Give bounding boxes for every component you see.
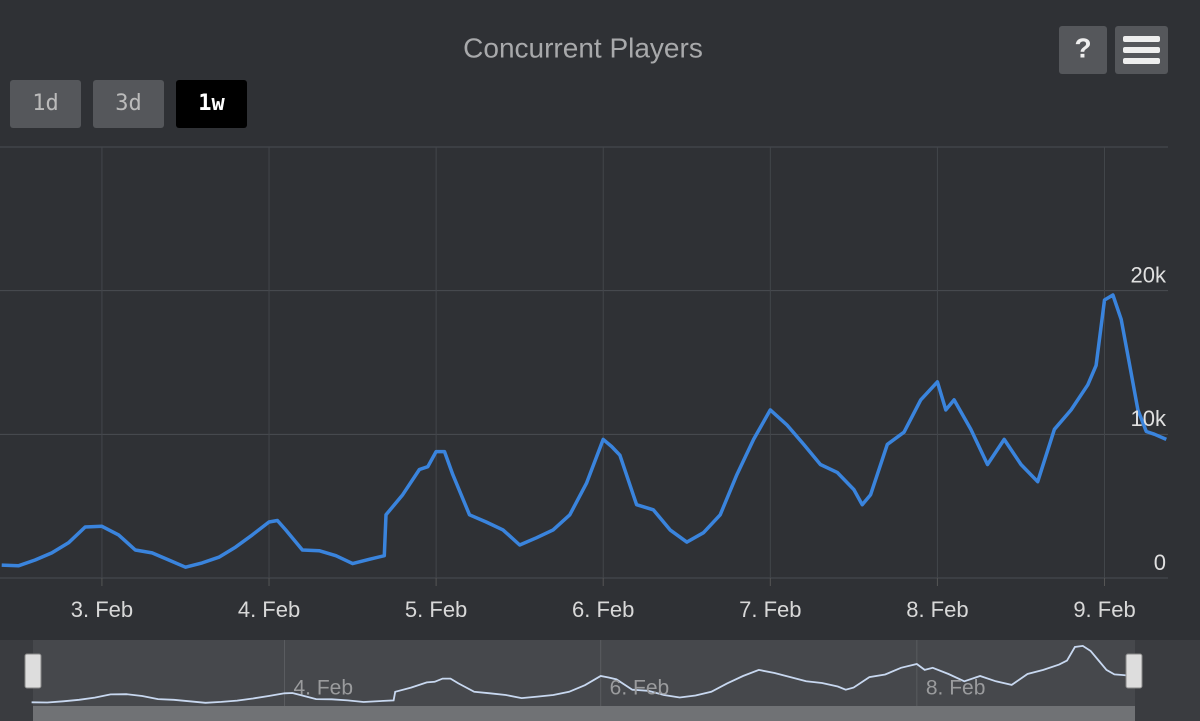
navigator-tick-label: 4. Feb — [294, 677, 354, 700]
menu-bar — [1123, 58, 1160, 64]
y-tick-label: 20k — [1131, 262, 1167, 287]
range-button-label: 1w — [198, 91, 225, 116]
menu-bar — [1123, 47, 1160, 53]
menu-bar — [1123, 36, 1160, 42]
navigator-tick-label: 8. Feb — [926, 677, 986, 700]
menu-button[interactable] — [1115, 26, 1168, 74]
range-button-label: 3d — [115, 91, 142, 116]
x-tick-label: 5. Feb — [405, 597, 467, 622]
range-button[interactable] — [176, 80, 247, 128]
x-tick-label: 7. Feb — [739, 597, 801, 622]
navigator-handle[interactable] — [24, 653, 42, 689]
y-tick-label: 10k — [1131, 406, 1167, 431]
range-button[interactable] — [93, 80, 164, 128]
scrollbar-thumb[interactable] — [33, 706, 1135, 721]
navigator-tick-label: 6. Feb — [610, 677, 670, 700]
x-tick-label: 3. Feb — [71, 597, 133, 622]
x-tick-label: 8. Feb — [906, 597, 968, 622]
x-tick-label: 9. Feb — [1073, 597, 1135, 622]
series-line — [1, 293, 1167, 569]
help-button[interactable] — [1059, 26, 1107, 74]
range-button[interactable] — [10, 80, 81, 128]
chart-title: Concurrent Players — [463, 32, 703, 63]
x-tick-label: 6. Feb — [572, 597, 634, 622]
y-tick-label: 0 — [1154, 550, 1166, 575]
navigator-handle[interactable] — [1125, 653, 1143, 689]
x-tick-label: 4. Feb — [238, 597, 300, 622]
range-button-label: 1d — [32, 91, 59, 116]
help-label: ? — [1074, 32, 1091, 63]
navigator-line — [31, 644, 1134, 704]
navigator-range[interactable] — [33, 640, 1135, 706]
